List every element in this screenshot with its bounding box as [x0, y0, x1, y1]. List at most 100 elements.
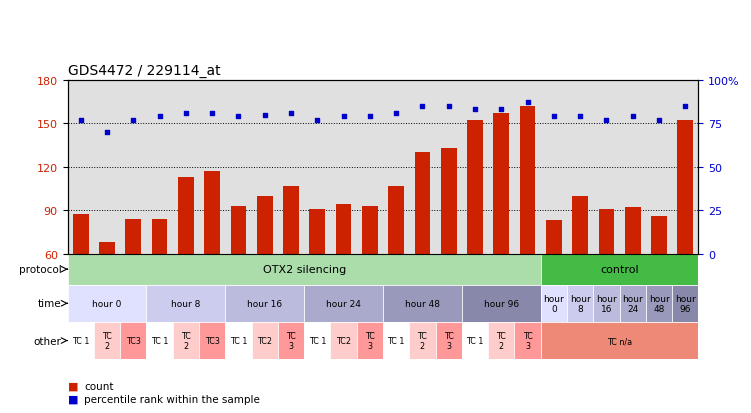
Bar: [541, 254, 698, 285]
Point: [154, 114, 166, 120]
Bar: [357, 322, 383, 359]
Text: control: control: [600, 264, 639, 275]
Text: TC 1: TC 1: [309, 336, 326, 345]
Text: TC3: TC3: [126, 336, 140, 345]
Text: count: count: [84, 381, 113, 391]
Point: [548, 114, 560, 120]
Text: hour 96: hour 96: [484, 299, 519, 308]
Point: [416, 103, 428, 110]
Bar: [257, 196, 273, 254]
Text: TC
3: TC 3: [523, 331, 532, 350]
Text: hour
48: hour 48: [649, 294, 669, 313]
Bar: [278, 322, 304, 359]
Text: OTX2 silencing: OTX2 silencing: [263, 264, 345, 275]
Bar: [593, 285, 620, 322]
Point: [391, 110, 403, 117]
Text: hour 0: hour 0: [92, 299, 122, 308]
Point: [180, 110, 192, 117]
Text: TC
3: TC 3: [444, 331, 454, 350]
Bar: [567, 285, 593, 322]
Text: ■: ■: [68, 381, 78, 391]
Text: hour 8: hour 8: [171, 299, 201, 308]
Bar: [488, 322, 514, 359]
Bar: [383, 322, 409, 359]
Bar: [225, 322, 252, 359]
Bar: [283, 186, 299, 254]
Point: [312, 117, 324, 124]
Point: [285, 110, 297, 117]
Bar: [462, 322, 488, 359]
Text: TC
2: TC 2: [102, 331, 112, 350]
Point: [206, 110, 219, 117]
Text: hour 24: hour 24: [326, 299, 361, 308]
Bar: [225, 285, 304, 322]
Bar: [330, 322, 357, 359]
Bar: [68, 322, 94, 359]
Bar: [99, 242, 115, 254]
Bar: [199, 322, 225, 359]
Point: [443, 103, 455, 110]
Text: other: other: [33, 336, 62, 346]
Bar: [304, 285, 383, 322]
Point: [75, 117, 87, 124]
Bar: [409, 322, 436, 359]
Bar: [541, 322, 698, 359]
Bar: [146, 285, 225, 322]
Text: ■: ■: [68, 394, 78, 404]
Bar: [625, 208, 641, 254]
Point: [521, 100, 533, 107]
Bar: [146, 322, 173, 359]
Bar: [415, 153, 430, 254]
Text: TC
3: TC 3: [365, 331, 375, 350]
Bar: [572, 196, 588, 254]
Bar: [462, 285, 541, 322]
Bar: [68, 254, 541, 285]
Text: TC
2: TC 2: [181, 331, 191, 350]
Text: TC 1: TC 1: [466, 336, 484, 345]
Bar: [620, 285, 646, 322]
Bar: [309, 209, 325, 254]
Bar: [152, 219, 167, 254]
Bar: [651, 216, 667, 254]
Bar: [125, 219, 141, 254]
Bar: [252, 322, 278, 359]
Text: TC
3: TC 3: [286, 331, 296, 350]
Text: TC2: TC2: [258, 336, 272, 345]
Bar: [231, 206, 246, 254]
Point: [258, 112, 271, 119]
Bar: [514, 322, 541, 359]
Text: hour
16: hour 16: [596, 294, 617, 313]
Bar: [173, 322, 199, 359]
Point: [101, 129, 113, 136]
Bar: [467, 121, 483, 254]
Text: TC 1: TC 1: [72, 336, 89, 345]
Bar: [493, 114, 509, 254]
Bar: [120, 322, 146, 359]
Bar: [677, 121, 693, 254]
Text: TC 1: TC 1: [388, 336, 405, 345]
Bar: [672, 285, 698, 322]
Point: [575, 114, 587, 120]
Bar: [68, 285, 146, 322]
Text: TC3: TC3: [205, 336, 219, 345]
Text: time: time: [38, 299, 62, 309]
Text: hour
8: hour 8: [570, 294, 590, 313]
Point: [626, 114, 638, 120]
Bar: [520, 107, 535, 254]
Point: [364, 114, 376, 120]
Text: hour 16: hour 16: [247, 299, 282, 308]
Text: TC 1: TC 1: [151, 336, 168, 345]
Bar: [546, 221, 562, 254]
Point: [601, 117, 613, 124]
Bar: [204, 172, 220, 254]
Point: [653, 117, 665, 124]
Text: hour
0: hour 0: [544, 294, 564, 313]
Bar: [178, 178, 194, 254]
Text: TC
2: TC 2: [418, 331, 427, 350]
Bar: [441, 149, 457, 254]
Point: [233, 114, 245, 120]
Bar: [388, 186, 404, 254]
Bar: [304, 322, 330, 359]
Bar: [94, 322, 120, 359]
Text: TC
2: TC 2: [496, 331, 506, 350]
